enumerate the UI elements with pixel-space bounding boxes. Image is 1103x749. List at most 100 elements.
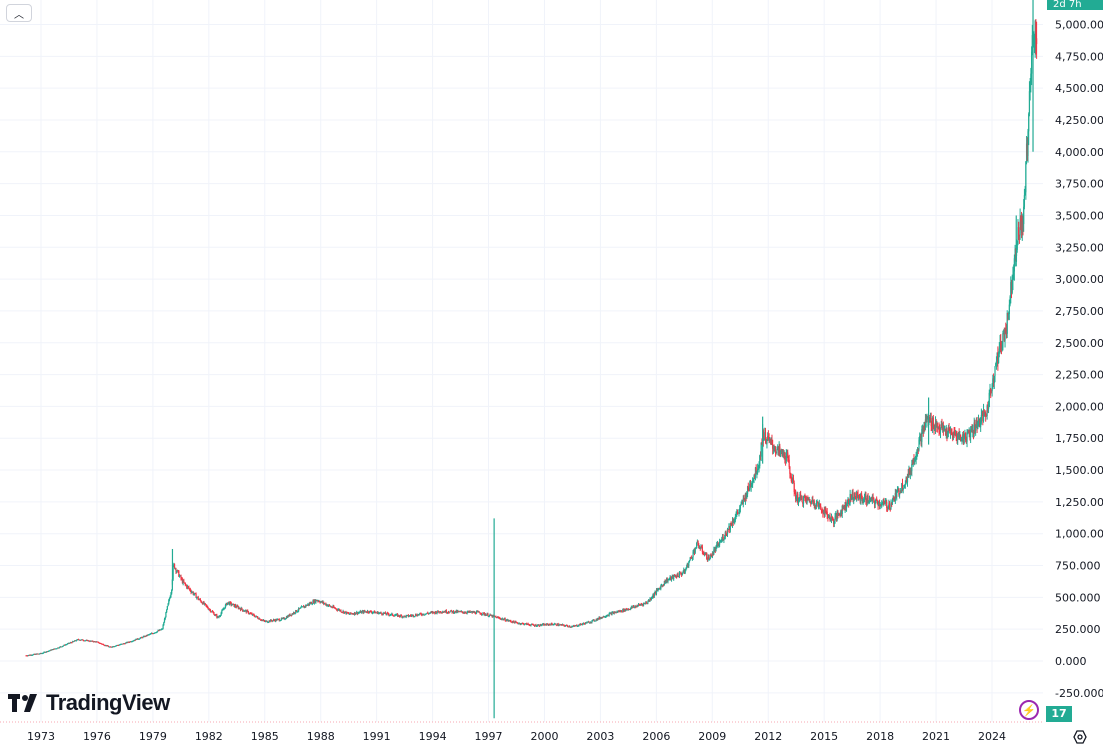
candle-body — [713, 549, 716, 551]
candle-body — [412, 614, 414, 616]
lightning-icon[interactable]: ⚡ — [1019, 700, 1039, 720]
candle-body — [690, 557, 692, 559]
candle-body — [229, 602, 231, 605]
candle-body — [790, 473, 792, 477]
candle-body — [194, 593, 196, 595]
candle-body — [44, 651, 46, 653]
candle-body — [566, 625, 568, 627]
time-axis[interactable]: 1973 1976 1979 1982 1985 1988 1991 1994 1997 2000… — [27, 730, 1006, 743]
candle-body — [284, 618, 286, 620]
candle-body — [349, 612, 351, 614]
candle-body — [74, 640, 77, 642]
candle-body — [428, 613, 430, 615]
candle-body — [83, 640, 85, 642]
candle-body — [756, 472, 758, 475]
candle-body — [351, 613, 354, 615]
candle-body — [635, 606, 637, 608]
candle-body — [590, 622, 592, 624]
candle-body — [787, 452, 789, 458]
candle-body — [649, 598, 651, 601]
candle-body — [767, 435, 769, 441]
candle-body — [223, 608, 225, 610]
candle-body — [204, 603, 206, 605]
candle-body — [155, 632, 157, 634]
candle-body — [425, 613, 427, 615]
candle-body — [26, 655, 29, 657]
candle-body — [899, 493, 901, 495]
candle-body — [498, 617, 500, 619]
candle-body — [779, 450, 782, 452]
candle-body — [161, 628, 163, 630]
candle-body — [888, 503, 891, 508]
candle-body — [921, 427, 924, 430]
candle-body — [998, 348, 1000, 354]
candle-body — [445, 610, 447, 613]
gear-icon[interactable] — [1072, 729, 1088, 745]
candle-body — [313, 599, 315, 604]
candle-body — [371, 612, 373, 614]
candle-body — [653, 593, 655, 597]
candle-body — [769, 438, 772, 441]
candle-body — [384, 612, 386, 615]
candle-body — [348, 613, 350, 615]
candle-body — [613, 612, 615, 614]
candle-body — [775, 451, 777, 454]
candle-body — [752, 478, 754, 481]
candle-body — [746, 494, 748, 499]
candle-body — [252, 613, 254, 615]
candle-body — [948, 428, 950, 431]
candle-body — [485, 614, 487, 616]
candle-body — [782, 450, 784, 455]
candle-body — [536, 626, 538, 628]
candle-body — [935, 422, 937, 428]
candle-body — [662, 584, 664, 586]
candle-body — [811, 499, 813, 502]
collapse-button[interactable]: ︿ — [6, 4, 32, 22]
candle-body — [453, 612, 455, 614]
candle-body — [749, 484, 751, 490]
candle-body — [739, 508, 741, 511]
candle-body — [464, 612, 466, 614]
candle-body — [919, 434, 922, 437]
candle-body — [616, 611, 618, 613]
candle-body — [101, 643, 103, 645]
candle-body — [486, 613, 488, 615]
candle-body — [865, 495, 867, 503]
candle-body — [400, 615, 402, 617]
candle-body — [79, 639, 82, 641]
candle-body — [916, 452, 918, 455]
candle-body — [198, 599, 200, 601]
candle-body — [622, 609, 625, 612]
candle-body — [57, 647, 59, 649]
candle-body — [810, 501, 813, 504]
candle-body — [484, 614, 486, 616]
candle-body — [1000, 345, 1003, 350]
candle-body — [572, 625, 574, 627]
candle-body — [947, 432, 949, 436]
price-axis[interactable]: 5,000.000 4,750.000 4,500.000 4,250.000 4,00… — [1055, 19, 1103, 700]
candle-body — [868, 501, 870, 503]
candle-body — [839, 515, 841, 517]
candle-body — [68, 642, 70, 644]
candle-body — [112, 646, 115, 648]
candle-body — [527, 623, 529, 625]
candle-body — [488, 616, 490, 618]
candle-body — [732, 520, 734, 523]
candle-body — [127, 641, 129, 643]
candle-body — [132, 640, 134, 642]
candle-body — [615, 611, 617, 613]
candle-body — [861, 493, 863, 498]
candle-body — [407, 614, 409, 616]
candle-body — [602, 616, 604, 618]
candle-body — [544, 624, 546, 626]
candle-body — [1019, 218, 1021, 236]
candle-body — [241, 607, 243, 610]
candle-body — [1013, 271, 1015, 276]
candle-body — [140, 637, 143, 639]
candle-body — [123, 643, 125, 645]
candle-body — [356, 612, 358, 614]
candle-body — [164, 617, 166, 619]
candle-body — [607, 615, 610, 617]
candle-body — [634, 606, 636, 608]
